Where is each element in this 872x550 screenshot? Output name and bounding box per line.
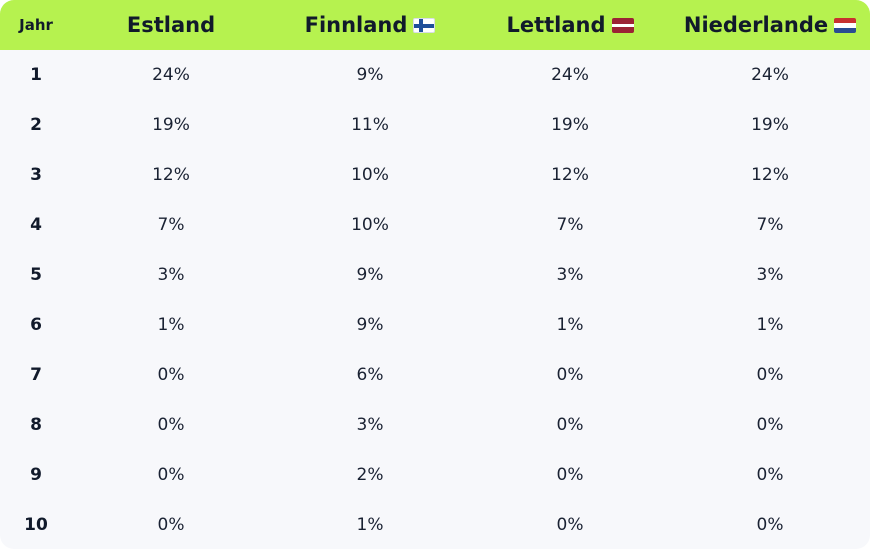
value-cell: 10% [351,165,389,185]
value-cell: 1% [157,315,185,335]
value-cell: 0% [157,465,185,485]
year-cell: 10 [24,515,48,535]
year-cell: 6 [30,315,42,335]
value-cell: 1% [356,515,384,535]
year-cell: 7 [30,365,42,385]
header-niederlande-label: Niederlande [683,13,829,37]
value-cell: 19% [751,115,789,135]
value-cell: 0% [756,365,784,385]
value-cell: 9% [356,315,384,335]
value-cell: 12% [152,165,190,185]
value-cell: 0% [157,415,185,435]
header-lettland-label: Lettland [506,13,606,37]
value-cell: 0% [756,515,784,535]
value-cell: 24% [551,65,589,85]
value-cell: 11% [351,115,389,135]
header-estland-label: Estland [126,13,216,37]
table-row: 10 0% 1% 0% 0% [0,500,870,549]
table-row: 1 24% 9% 24% 24% [0,50,870,100]
value-cell: 0% [157,365,185,385]
finland-flag-icon [413,18,436,33]
value-cell: 0% [556,465,584,485]
value-cell: 3% [556,265,584,285]
year-cell: 8 [30,415,42,435]
year-cell: 5 [30,265,42,285]
table-row: 3 12% 10% 12% 12% [0,150,870,200]
value-cell: 3% [756,265,784,285]
value-cell: 24% [751,65,789,85]
table-row: 9 0% 2% 0% 0% [0,450,870,500]
value-cell: 19% [551,115,589,135]
value-cell: 9% [356,265,384,285]
header-niederlande: Niederlande [670,0,870,50]
year-cell: 2 [30,115,42,135]
header-lettland: Lettland [470,0,670,50]
table-row: 5 3% 9% 3% 3% [0,250,870,300]
header-estland: Estland [72,0,270,50]
value-cell: 0% [756,465,784,485]
table-row: 6 1% 9% 1% 1% [0,300,870,350]
table-row: 8 0% 3% 0% 0% [0,400,870,450]
header-finnland-label: Finnland [304,13,408,37]
year-cell: 4 [30,215,42,235]
table-row: 7 0% 6% 0% 0% [0,350,870,400]
value-cell: 0% [556,515,584,535]
value-cell: 12% [751,165,789,185]
value-cell: 1% [756,315,784,335]
value-cell: 7% [157,215,185,235]
value-cell: 7% [756,215,784,235]
table-row: 2 19% 11% 19% 19% [0,100,870,150]
value-cell: 1% [556,315,584,335]
value-cell: 3% [157,265,185,285]
value-cell: 12% [551,165,589,185]
value-cell: 2% [356,465,384,485]
year-cell: 1 [30,65,42,85]
value-cell: 7% [556,215,584,235]
latvia-flag-icon [611,18,634,33]
header-row: Jahr Estland Finnland Lettland Niederlan… [0,0,870,50]
value-cell: 10% [351,215,389,235]
value-cell: 9% [356,65,384,85]
value-cell: 0% [756,415,784,435]
year-cell: 3 [30,165,42,185]
year-cell: 9 [30,465,42,485]
value-cell: 6% [356,365,384,385]
value-cell: 19% [152,115,190,135]
header-finnland: Finnland [270,0,470,50]
netherlands-flag-icon [834,18,857,33]
value-cell: 0% [556,415,584,435]
value-cell: 0% [556,365,584,385]
table-row: 4 7% 10% 7% 7% [0,200,870,250]
value-cell: 3% [356,415,384,435]
value-cell: 24% [152,65,190,85]
value-cell: 0% [157,515,185,535]
header-year: Jahr [19,16,53,34]
